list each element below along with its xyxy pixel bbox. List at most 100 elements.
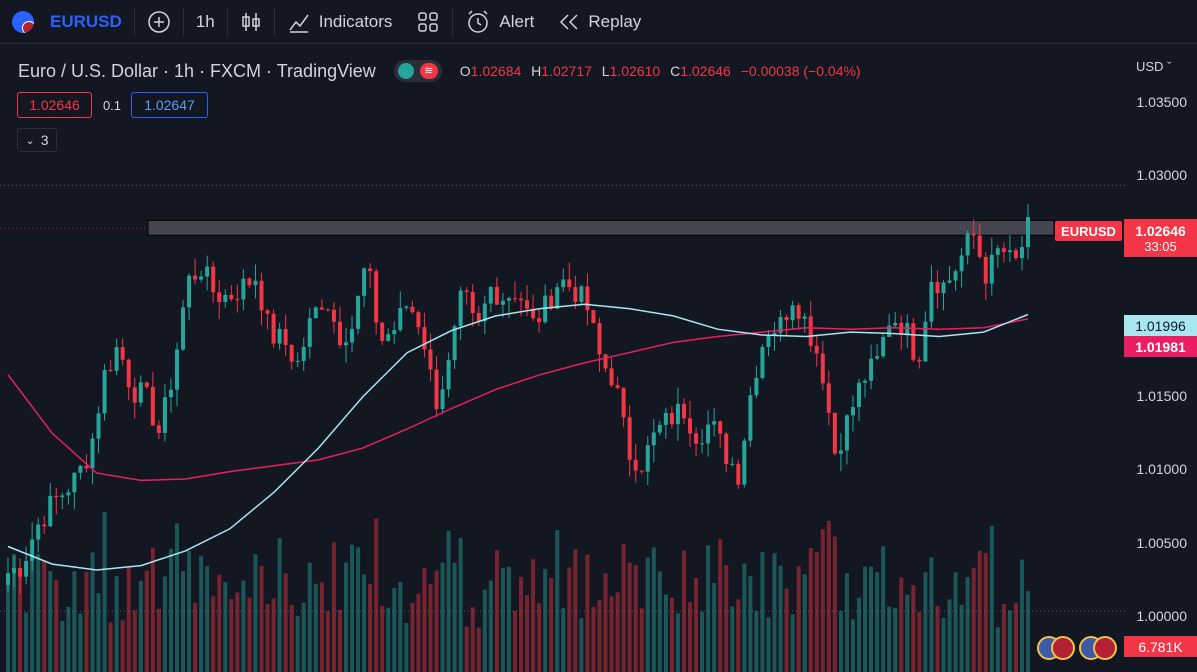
indicators-collapse-button[interactable]: ⌄ 3 <box>17 128 57 152</box>
data-toggle-icon: ≋ <box>419 63 438 79</box>
candle-body <box>174 349 179 390</box>
volume-bar <box>247 597 252 672</box>
volume-tag: 6.781K <box>1124 636 1197 657</box>
candle-body <box>893 322 898 326</box>
volume-bar <box>494 550 499 672</box>
candle-body <box>863 380 868 383</box>
volume-bar <box>965 577 970 672</box>
candle-body <box>688 418 693 434</box>
volume-bar <box>331 542 336 672</box>
compare-button[interactable] <box>135 0 183 44</box>
symbol-search-button[interactable]: EURUSD <box>0 0 134 44</box>
candle-body <box>881 336 886 357</box>
candle-body <box>319 307 324 310</box>
volume-bar <box>72 571 77 672</box>
volume-bar <box>579 618 584 672</box>
alert-button[interactable]: Alert <box>453 0 546 44</box>
candle-body <box>470 291 475 313</box>
buy-button[interactable]: 1.02647 <box>131 92 208 118</box>
candle-body <box>476 312 481 322</box>
candle-body <box>579 286 584 302</box>
volume-bar <box>12 554 17 672</box>
volume-bar <box>277 538 282 672</box>
volume-bar <box>24 612 29 672</box>
price-axis-tick: 1.03000 <box>1136 167 1187 184</box>
volume-bar <box>899 577 904 672</box>
candle-body <box>12 568 17 574</box>
volume-bar <box>675 613 680 672</box>
templates-button[interactable] <box>404 0 452 44</box>
chart-type-button[interactable] <box>228 0 274 44</box>
volume-bar <box>736 599 741 672</box>
low-value: 1.02610 <box>609 63 661 79</box>
volume-bar <box>42 560 47 672</box>
replay-button[interactable]: Replay <box>546 0 653 44</box>
candle-body <box>512 298 517 300</box>
sell-button[interactable]: 1.02646 <box>17 92 92 118</box>
candle-body <box>718 421 723 434</box>
candle-body <box>313 307 318 319</box>
volume-bar <box>549 578 554 672</box>
interval-button[interactable]: 1h <box>184 0 227 44</box>
replay-label: Replay <box>588 11 642 31</box>
candle-body <box>259 280 264 311</box>
candle-body <box>549 295 554 309</box>
top-toolbar: EURUSD 1h Indicators Alert Replay <box>0 0 1197 44</box>
price-chart[interactable] <box>0 45 1197 672</box>
volume-bar <box>90 552 95 672</box>
candle-body <box>144 382 149 387</box>
candle-body <box>307 318 312 347</box>
toolbar-divider <box>226 7 228 36</box>
us-flag-event-icon <box>1093 636 1117 660</box>
candle-body <box>947 280 952 283</box>
candle-body <box>156 425 161 433</box>
candle-body <box>965 233 970 256</box>
volume-bar <box>235 592 240 672</box>
high-value: 1.02717 <box>541 63 592 79</box>
volume-bar <box>977 550 982 672</box>
candle-body <box>253 280 258 286</box>
currency-selector[interactable]: USD ˇ <box>1136 59 1171 74</box>
toolbar-divider <box>182 7 184 36</box>
volume-bar <box>603 573 608 672</box>
volume-bar <box>989 525 994 672</box>
candle-body <box>615 385 620 388</box>
candle-body <box>857 382 862 408</box>
volume-bar <box>724 565 729 672</box>
candles-icon <box>241 12 260 31</box>
close-value: 1.02646 <box>680 63 731 79</box>
candle-body <box>989 254 994 284</box>
candle-body <box>60 495 65 498</box>
candle-body <box>150 386 155 426</box>
volume-bar <box>120 620 125 672</box>
volume-bar <box>742 563 747 672</box>
candle-body <box>609 368 614 386</box>
candle-body <box>983 256 988 284</box>
candle-body <box>778 317 783 333</box>
news-events-badges[interactable] <box>1037 636 1119 662</box>
candle-body <box>700 443 705 445</box>
volume-bar <box>772 553 777 672</box>
volume-bar <box>253 554 258 672</box>
indicators-button[interactable]: Indicators <box>275 0 405 44</box>
candle-body <box>525 300 530 309</box>
volume-bar <box>754 611 759 672</box>
candle-body <box>561 279 566 288</box>
close-label: C <box>670 63 681 79</box>
legend-title: Euro / U.S. Dollar · 1h · FXCM · Trading… <box>18 60 376 81</box>
candle-body <box>500 300 505 305</box>
candle-body <box>211 266 216 293</box>
candle-body <box>543 295 548 323</box>
volume-bar <box>645 557 650 672</box>
candle-body <box>977 235 982 257</box>
candle-body <box>374 271 379 323</box>
candle-body <box>434 369 439 410</box>
volume-bar <box>525 595 530 672</box>
volume-bar <box>156 608 161 672</box>
candle-body <box>96 413 101 439</box>
volume-bar <box>416 593 421 672</box>
candle-body <box>440 389 445 410</box>
candle-body <box>531 308 536 319</box>
legend-toggle[interactable]: ≋ <box>393 60 442 82</box>
candle-body <box>325 309 330 311</box>
